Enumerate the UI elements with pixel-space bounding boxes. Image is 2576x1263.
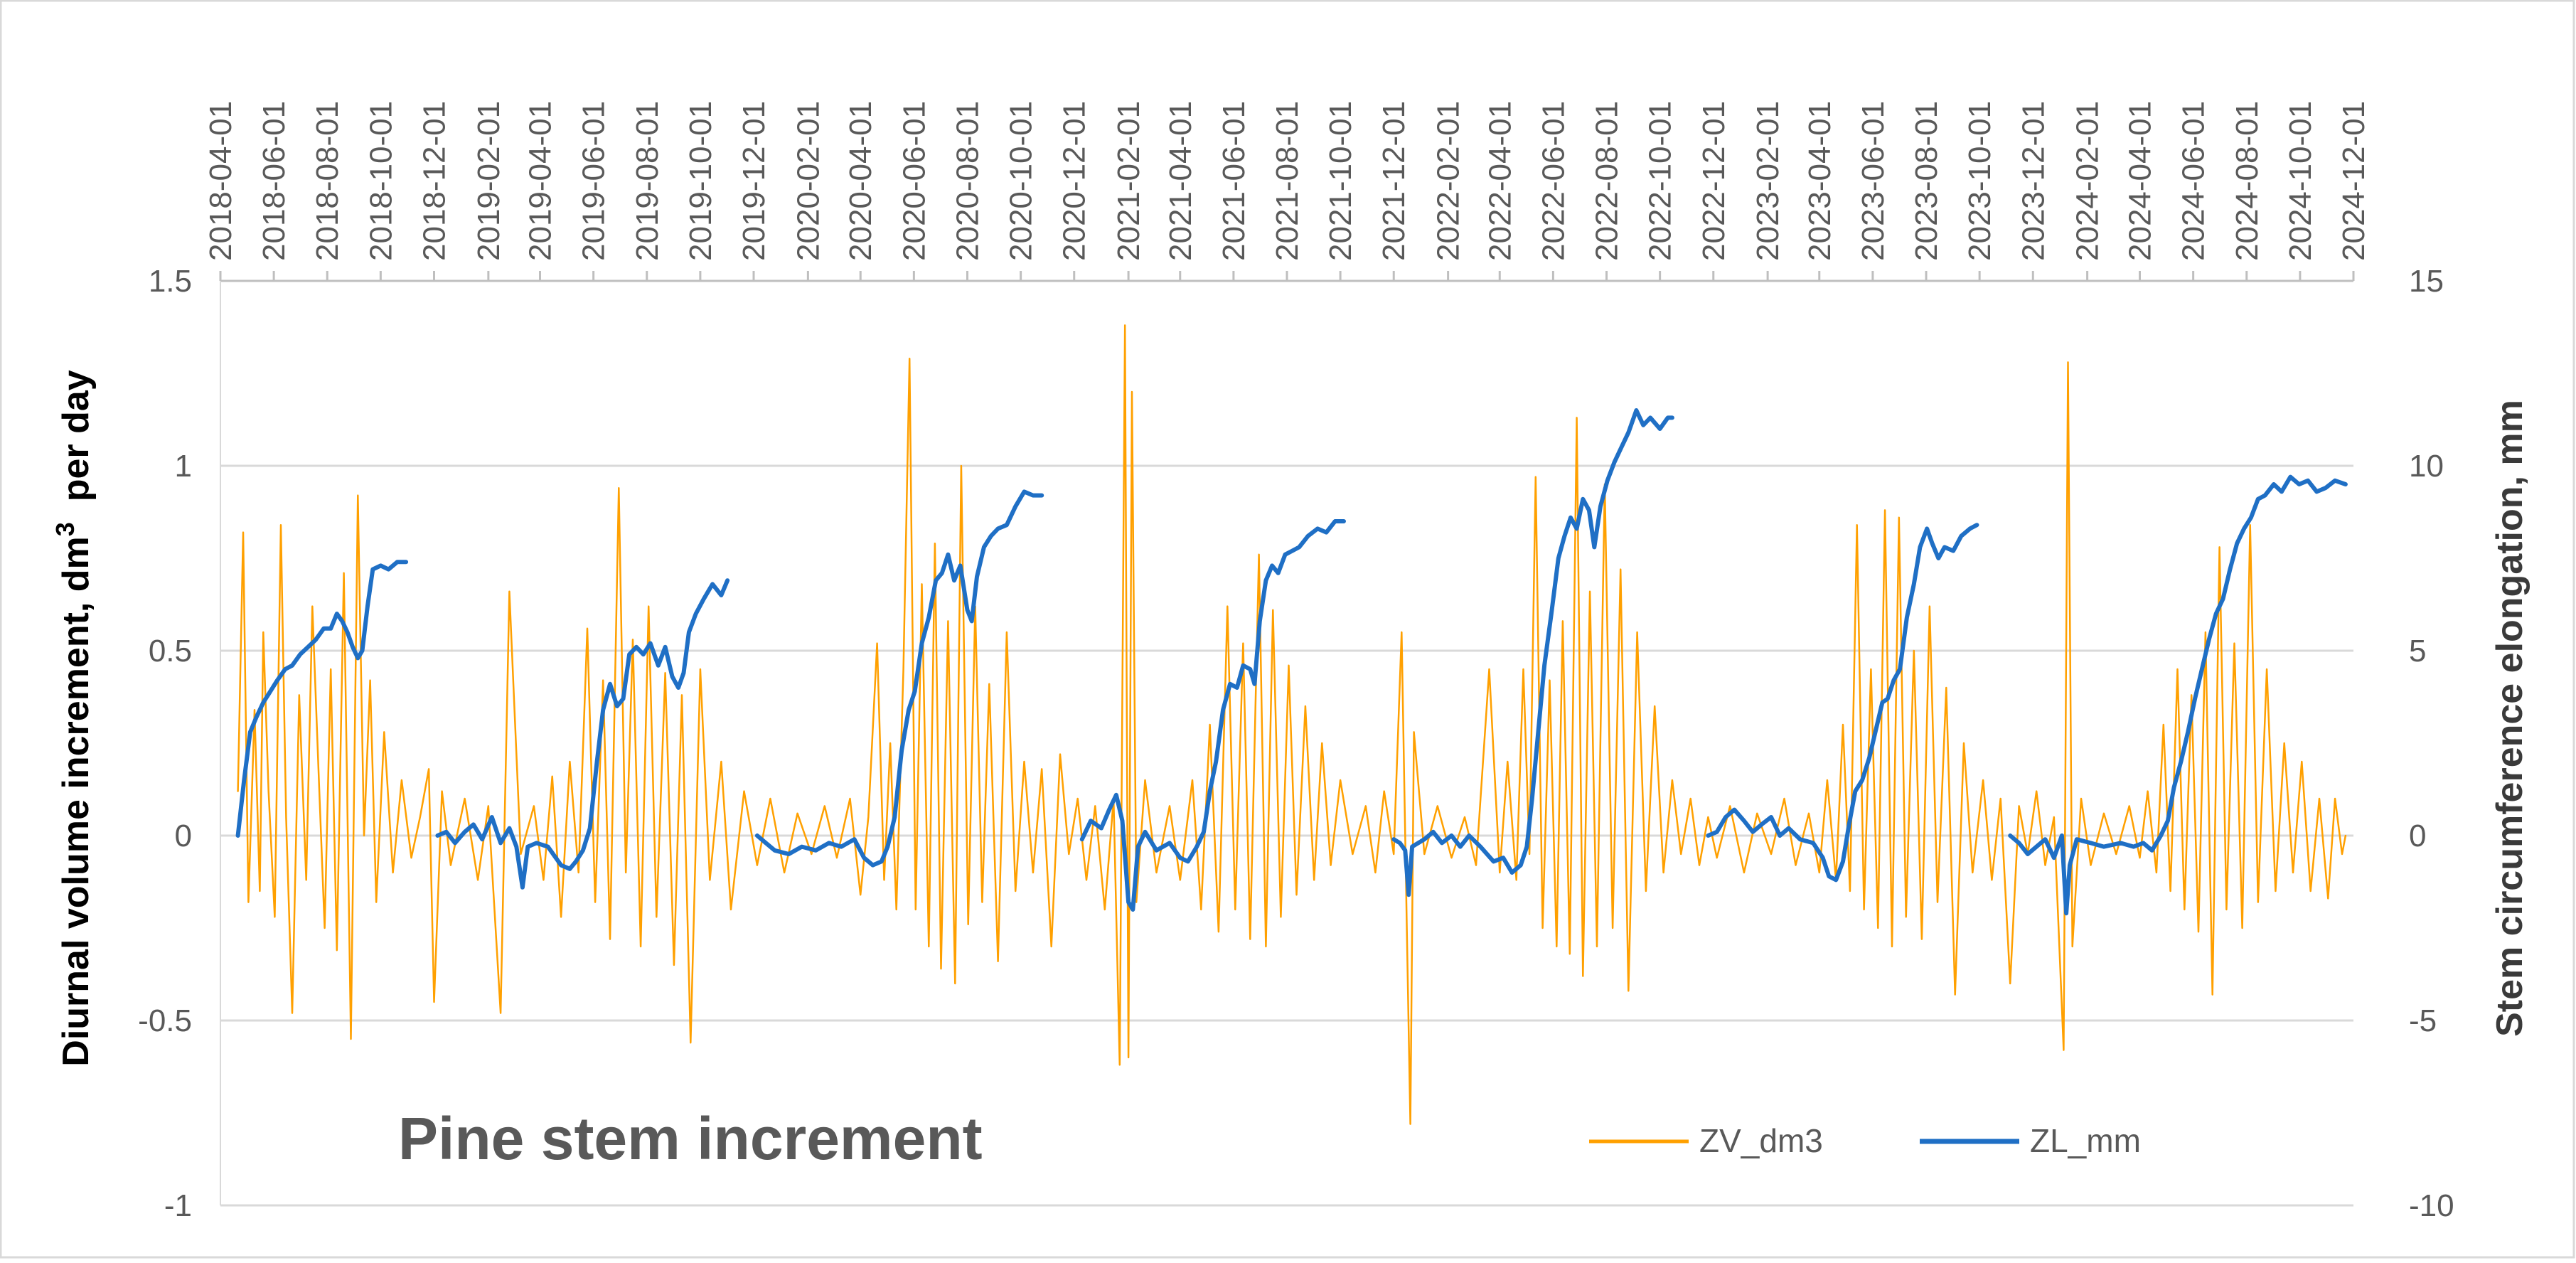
y-tick-label: -0.5 <box>138 1003 192 1038</box>
x-tick-label: 2022-04-01 <box>1482 101 1517 261</box>
series-lines <box>235 324 2348 1125</box>
x-tick-label: 2020-12-01 <box>1057 101 1092 261</box>
x-tick-label: 2020-10-01 <box>1004 101 1039 261</box>
series-line-zv-dm3 <box>237 324 2347 1125</box>
x-tick-label: 2024-10-01 <box>2283 101 2318 261</box>
x-tick-label: 2024-06-01 <box>2176 101 2211 261</box>
x-tick-label: 2019-06-01 <box>577 101 611 261</box>
x-tick-label: 2018-08-01 <box>310 101 345 261</box>
x-tick-label: 2018-10-01 <box>363 101 398 261</box>
x-tick-label: 2021-04-01 <box>1163 101 1198 261</box>
chart-annotation: Pine stem increment <box>398 1105 983 1172</box>
x-tick-label: 2019-02-01 <box>471 101 506 261</box>
x-tick-label: 2019-10-01 <box>683 101 718 261</box>
x-tick-label: 2020-06-01 <box>897 101 931 261</box>
legend-label-zl: ZL_mm <box>2030 1122 2141 1159</box>
legend: ZV_dm3 ZL_mm <box>1589 1122 2141 1159</box>
axes <box>219 271 2355 1205</box>
tick-labels: -1 -0.5 0 0.5 1 1.5 -10 -5 0 5 10 15 2018-04-01 2018-… <box>138 101 2454 1223</box>
x-tick-label: 2019-08-01 <box>630 101 665 261</box>
x-tick-label: 2022-02-01 <box>1431 101 1466 261</box>
y-tick-label: -1 <box>164 1188 192 1223</box>
x-tick-label: 2021-06-01 <box>1217 101 1251 261</box>
y-tick-label: 1 <box>175 449 192 484</box>
x-tick-label: 2023-06-01 <box>1856 101 1891 261</box>
x-tick-label: 2020-04-01 <box>843 101 878 261</box>
x-tick-label: 2023-04-01 <box>1802 101 1837 261</box>
x-tick-label: 2024-02-01 <box>2070 101 2105 261</box>
y2-tick-label: -5 <box>2409 1003 2437 1038</box>
x-tick-label: 2021-10-01 <box>1323 101 1358 261</box>
y2-tick-label: 0 <box>2409 819 2426 853</box>
x-tick-label: 2018-12-01 <box>417 101 451 261</box>
y-tick-label: 0 <box>175 819 192 853</box>
x-tick-label: 2023-10-01 <box>1962 101 1997 261</box>
x-tick-label: 2023-08-01 <box>1909 101 1944 261</box>
x-tick-label: 2020-02-01 <box>791 101 825 261</box>
legend-label-zv: ZV_dm3 <box>1699 1122 1823 1159</box>
x-tick-label: 2018-06-01 <box>257 101 292 261</box>
x-tick-label: 2019-12-01 <box>737 101 771 261</box>
x-tick-label: 2019-04-01 <box>523 101 558 261</box>
y-axis-title: Diurnal volume increment, dm3 per day <box>50 370 97 1066</box>
y2-tick-label: 10 <box>2409 449 2444 484</box>
x-tick-label: 2022-10-01 <box>1643 101 1678 261</box>
x-tick-label: 2022-08-01 <box>1590 101 1625 261</box>
x-tick-label: 2024-12-01 <box>2336 101 2371 261</box>
x-tick-label: 2021-08-01 <box>1270 101 1305 261</box>
y2-tick-label: 5 <box>2409 634 2426 668</box>
x-tick-label: 2021-12-01 <box>1377 101 1411 261</box>
x-tick-label: 2021-02-01 <box>1111 101 1146 261</box>
x-tick-label: 2022-12-01 <box>1696 101 1731 261</box>
x-tick-label: 2024-04-01 <box>2123 101 2158 261</box>
y2-tick-label: 15 <box>2409 264 2444 299</box>
y2-tick-label: -10 <box>2409 1188 2454 1223</box>
x-tick-label: 2024-08-01 <box>2230 101 2265 261</box>
x-tick-label: 2020-08-01 <box>950 101 985 261</box>
y-tick-label: 0.5 <box>149 634 192 668</box>
y2-axis-title: Stem circumference elongation, mm <box>2489 400 2530 1037</box>
x-tick-label: 2023-02-01 <box>1751 101 1785 261</box>
y-tick-label: 1.5 <box>149 264 192 299</box>
series-line-zl-mm <box>235 408 2348 916</box>
x-tick-label: 2023-12-01 <box>2016 101 2051 261</box>
x-tick-label: 2022-06-01 <box>1536 101 1571 261</box>
x-tick-label: 2018-04-01 <box>203 101 238 261</box>
